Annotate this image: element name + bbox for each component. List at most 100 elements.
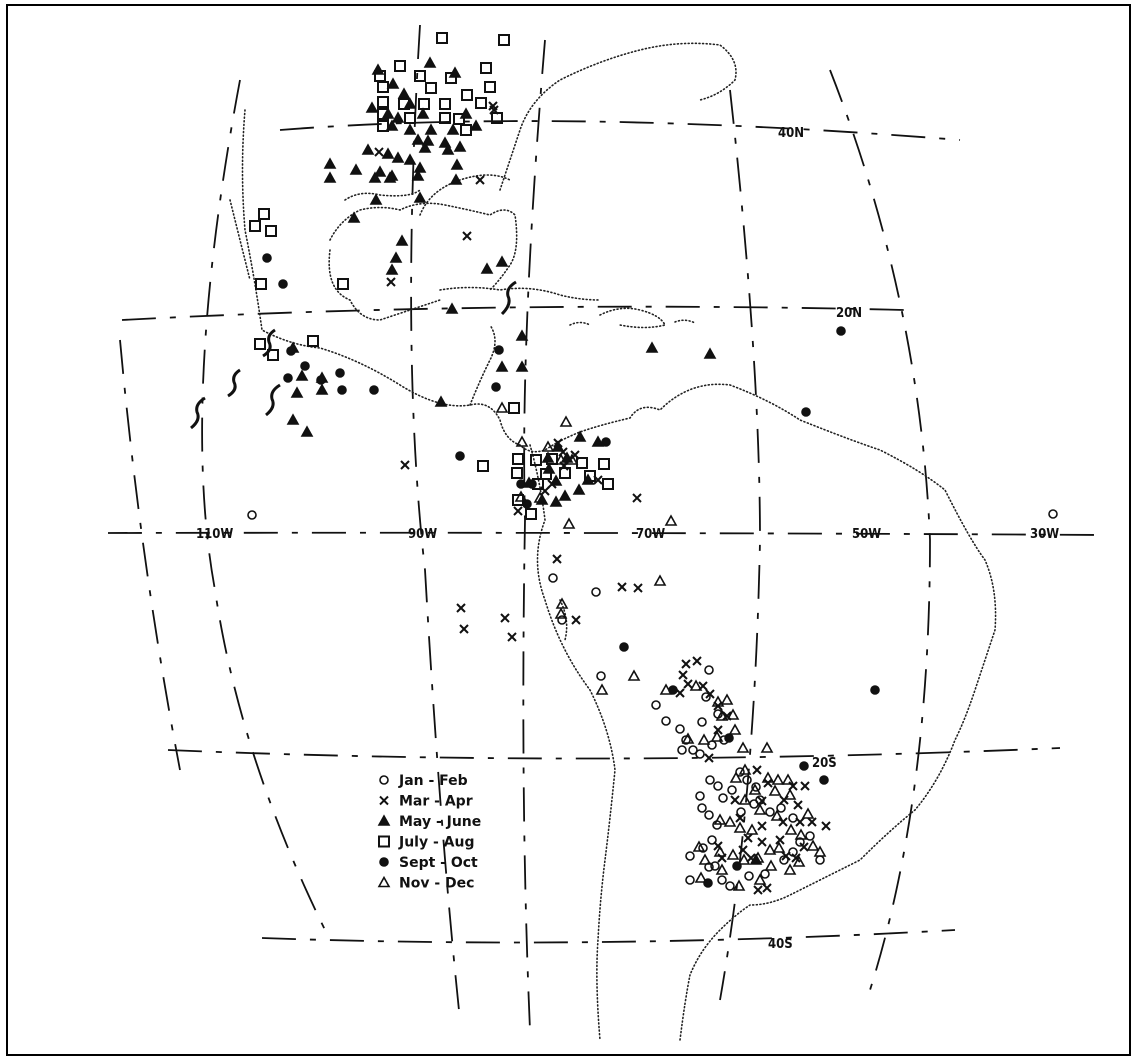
cross-marker [513, 506, 523, 516]
open-triangle-marker [732, 879, 746, 891]
filled-circle-marker [335, 368, 345, 378]
cross-marker [730, 795, 740, 805]
open-triangle-marker [772, 841, 786, 853]
open-circle-marker [736, 807, 746, 817]
filled-triangle-marker [416, 107, 430, 119]
cross-marker [379, 795, 389, 806]
open-circle-marker [765, 807, 775, 817]
open-triangle-marker [692, 840, 706, 852]
filled-triangle-marker [469, 119, 483, 131]
open-square-marker [461, 89, 473, 101]
filled-triangle-marker [377, 814, 391, 826]
open-triangle-marker [715, 863, 729, 875]
open-circle-marker [707, 835, 717, 845]
open-circle-marker [742, 775, 752, 785]
open-triangle-marker [736, 741, 750, 753]
open-circle-marker [815, 855, 825, 865]
filled-circle-marker [491, 382, 501, 392]
open-triangle-marker [738, 763, 752, 775]
open-square-marker [512, 453, 524, 465]
lon-label-70w: 70W [636, 527, 665, 542]
filled-triangle-marker [542, 462, 556, 474]
legend-label: Nov - Dec [399, 876, 474, 892]
open-triangle-marker [554, 607, 568, 619]
cross-marker [757, 821, 767, 831]
filled-circle-marker [799, 761, 809, 771]
open-circle-marker [677, 745, 687, 755]
open-square-marker [508, 402, 520, 414]
open-triangle-marker [559, 415, 573, 427]
cross-marker [386, 277, 396, 287]
filled-triangle-marker [381, 107, 395, 119]
filled-triangle-marker [290, 386, 304, 398]
coastlines [229, 42, 997, 1041]
map-frame [6, 4, 1131, 1056]
open-circle-marker [695, 749, 705, 759]
open-triangle-marker [711, 695, 725, 707]
open-triangle-marker [729, 771, 743, 783]
open-triangle-marker [792, 855, 806, 867]
open-circle-marker [776, 803, 786, 813]
cross-marker [489, 105, 499, 115]
filled-triangle-marker [541, 451, 555, 463]
filled-triangle-marker [558, 489, 572, 501]
cross-marker [570, 450, 580, 460]
filled-triangle-marker [369, 193, 383, 205]
open-square-marker [258, 208, 270, 220]
filled-triangle-marker [441, 143, 455, 155]
legend: Jan - Feb Mar - Apr May - June July - Aug Se… [377, 773, 481, 892]
open-square-marker [484, 81, 496, 93]
cross-marker [552, 554, 562, 564]
cross-marker [456, 603, 466, 613]
cross-marker [462, 231, 472, 241]
filled-circle-marker [337, 385, 347, 395]
filled-triangle-marker [381, 147, 395, 159]
filled-circle-marker [601, 437, 611, 447]
open-square-marker [460, 124, 472, 136]
filled-circle-marker [619, 642, 629, 652]
open-circle-marker [788, 847, 798, 857]
cross-marker [738, 845, 748, 855]
filled-triangle-marker [391, 151, 405, 163]
open-square-marker [307, 335, 319, 347]
cross-marker [400, 460, 410, 470]
filled-triangle-marker [383, 171, 397, 183]
open-square-marker [598, 458, 610, 470]
open-square-marker [475, 97, 487, 109]
cross-marker [593, 475, 603, 485]
filled-triangle-marker [403, 123, 417, 135]
open-circle-marker [749, 799, 759, 809]
legend-label: Sept - Oct [399, 855, 478, 871]
open-triangle-marker [801, 807, 815, 819]
open-square-marker [404, 112, 416, 124]
open-square-marker [439, 112, 451, 124]
filled-circle-marker [527, 479, 537, 489]
open-triangle-marker [627, 669, 641, 681]
filled-circle-marker [819, 775, 829, 785]
filled-triangle-marker [403, 153, 417, 165]
open-triangle-marker [764, 859, 778, 871]
open-circle-marker [707, 740, 717, 750]
lat-label-20n: 20N [836, 306, 862, 321]
open-triangle-marker [595, 683, 609, 695]
cross-marker [633, 583, 643, 593]
filled-triangle-marker [445, 302, 459, 314]
open-triangle-marker [751, 851, 765, 863]
filled-triangle-marker [300, 425, 314, 437]
open-triangle-marker [514, 490, 528, 502]
filled-triangle-marker [515, 329, 529, 341]
cross-marker [547, 479, 557, 489]
open-circle-marker [688, 745, 698, 755]
open-circle-marker [697, 717, 707, 727]
lon-label-30w: 30W [1030, 527, 1059, 542]
cross-marker [540, 486, 550, 496]
filled-triangle-marker [389, 251, 403, 263]
filled-circle-marker [300, 361, 310, 371]
open-square-marker [249, 220, 261, 232]
filled-triangle-marker [645, 341, 659, 353]
cross-marker [763, 778, 773, 788]
filled-circle-marker [369, 385, 379, 395]
open-triangle-marker [761, 771, 775, 783]
filled-triangle-marker [434, 395, 448, 407]
open-square-marker [498, 34, 510, 46]
